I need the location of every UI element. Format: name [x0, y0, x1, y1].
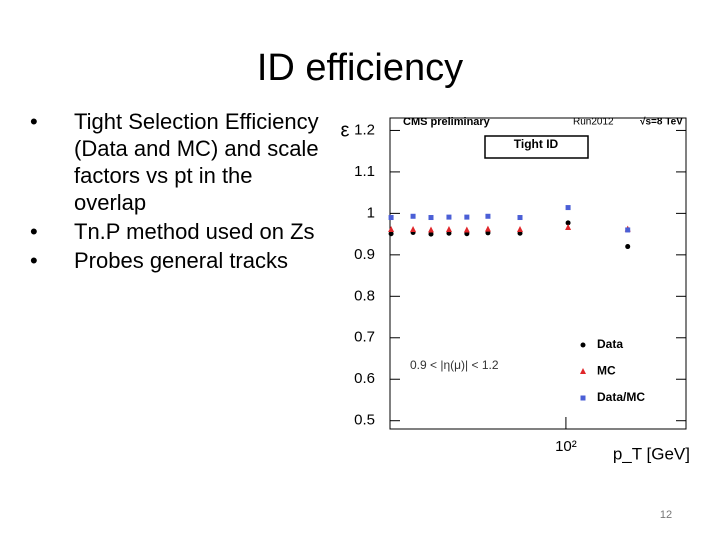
y-tick-label: 1.2: [354, 121, 375, 138]
point: [446, 214, 452, 220]
point: [428, 215, 434, 221]
point: [388, 215, 394, 221]
page-number: 12: [660, 509, 672, 521]
y-tick-label: 0.9: [354, 246, 375, 263]
bullet-list: • Tight Selection Efficiency (Data and MC…: [30, 108, 320, 276]
y-tick-label: 1: [367, 204, 375, 221]
y-axis-label: ε: [341, 119, 350, 141]
point: [517, 215, 523, 221]
bullet: • Tn.P method used on Zs: [30, 218, 320, 245]
point: [565, 220, 571, 226]
bullet-dot: •: [30, 109, 38, 134]
bullet-text: Tn.P method used on Zs: [74, 219, 315, 244]
run-label: Run2012: [573, 117, 614, 128]
point: [565, 205, 571, 211]
point: [625, 227, 631, 233]
point: [625, 244, 631, 250]
legend-marker: [580, 342, 586, 348]
bullet-dot: •: [30, 248, 38, 273]
legend-label: Data/MC: [597, 390, 645, 404]
point: [388, 226, 395, 233]
y-tick-label: 0.6: [354, 370, 375, 387]
bullet: • Tight Selection Efficiency (Data and MC…: [30, 108, 320, 216]
point: [464, 214, 470, 220]
x-axis-label: p_T [GeV]: [613, 444, 690, 463]
y-tick-label: 0.5: [354, 412, 375, 429]
legend-marker: [580, 395, 586, 401]
bullet-text: Tight Selection Efficiency (Data and MC)…: [74, 109, 319, 215]
point: [485, 213, 491, 219]
point: [484, 225, 491, 232]
point: [445, 226, 452, 233]
legend-label: Data: [597, 337, 623, 351]
energy-label: √s=8 TeV: [640, 117, 683, 128]
point: [463, 226, 470, 233]
point: [410, 226, 417, 233]
point: [428, 231, 434, 237]
bullet-text: Probes general tracks: [74, 248, 288, 273]
point: [410, 213, 416, 219]
plot-header: CMS preliminary: [403, 116, 491, 128]
point: [565, 223, 572, 230]
slide-title: ID efficiency: [257, 47, 463, 89]
legend-label: MC: [597, 364, 616, 378]
selection-box: [484, 135, 589, 159]
y-tick-label: 0.7: [354, 329, 375, 346]
y-tick-label: 0.8: [354, 287, 375, 304]
eta-annotation: 0.9 < |η(μ)| < 1.2: [410, 358, 499, 372]
legend-marker: [580, 368, 586, 374]
bullet: • Probes general tracks: [30, 247, 320, 274]
plot-frame: [389, 117, 687, 430]
point: [388, 231, 394, 237]
x-tick-label: 10²: [555, 438, 577, 455]
point: [427, 226, 434, 233]
y-tick-label: 1.1: [354, 163, 375, 180]
selection-label: Tight ID: [514, 137, 559, 151]
bullet-dot: •: [30, 219, 38, 244]
point: [517, 226, 524, 233]
